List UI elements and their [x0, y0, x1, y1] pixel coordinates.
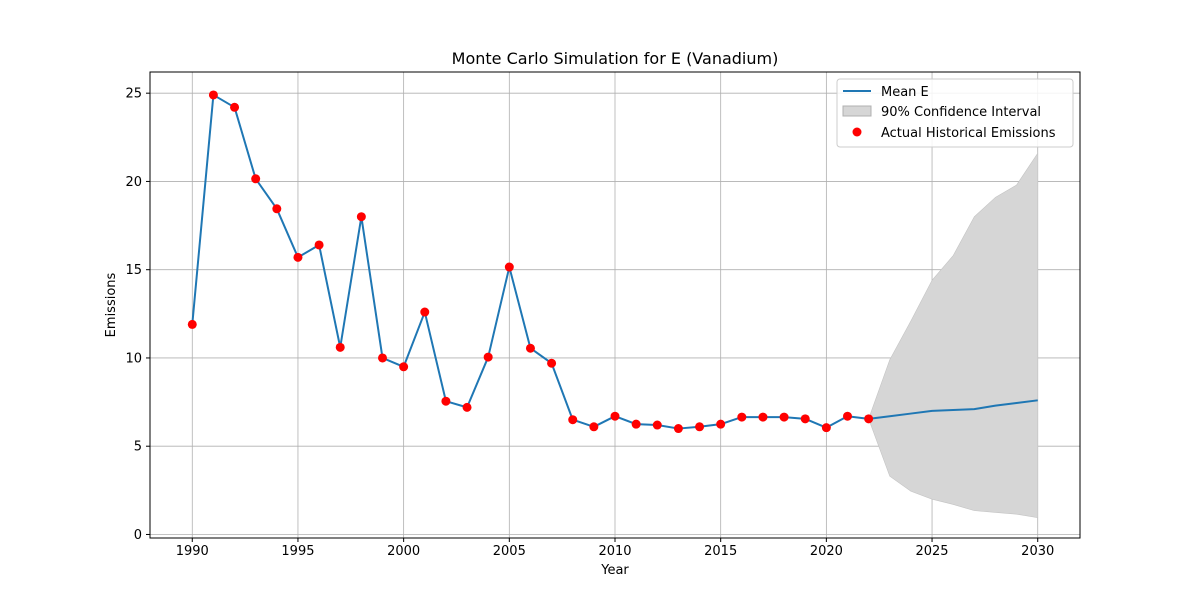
x-tick-label: 1990 [176, 544, 209, 559]
historical-point [716, 419, 726, 429]
legend-historical-swatch [852, 127, 862, 137]
historical-point [230, 102, 240, 112]
y-axis-label: Emissions [104, 272, 119, 337]
historical-point [356, 212, 366, 222]
chart-title: Monte Carlo Simulation for E (Vanadium) [452, 49, 779, 68]
confidence-band [868, 152, 1039, 519]
historical-point [652, 420, 662, 430]
historical-point [525, 343, 535, 353]
historical-point [314, 240, 324, 250]
historical-point [420, 307, 430, 317]
historical-point [631, 419, 641, 429]
grid-layer [150, 72, 1080, 538]
y-tick-label: 25 [125, 87, 142, 102]
historical-point [758, 412, 768, 422]
historical-point [800, 414, 810, 424]
historical-point [483, 352, 493, 362]
historical-point [737, 412, 747, 422]
y-tick-label: 10 [125, 351, 142, 366]
historical-point [441, 396, 451, 406]
x-tick-label: 2000 [387, 544, 420, 559]
historical-point [589, 422, 599, 432]
historical-point [695, 422, 705, 432]
axis-ticks-layer: 1990 1995 2000 2005 2010 2015 2020 2025 20300510… [125, 87, 1054, 559]
y-tick-label: 20 [125, 175, 142, 190]
legend: Mean E 90% Confidence Interval Actual Hi… [836, 78, 1074, 148]
x-tick-label: 2025 [915, 544, 948, 559]
legend-confidence-swatch [842, 105, 872, 117]
x-tick-label: 2015 [704, 544, 737, 559]
historical-point [568, 415, 578, 425]
historical-point [251, 174, 261, 184]
historical-point [843, 411, 852, 421]
historical-point [378, 353, 387, 363]
x-tick-label: 2030 [1021, 544, 1054, 559]
historical-point [504, 262, 514, 272]
historical-point [208, 90, 218, 100]
historical-point [779, 412, 789, 422]
historical-point [272, 204, 282, 214]
historical-point [399, 362, 409, 372]
x-tick-label: 2005 [493, 544, 526, 559]
confidence-band-layer [868, 152, 1039, 519]
y-tick-label: 0 [134, 528, 142, 543]
historical-point [547, 358, 557, 368]
x-tick-label: 1995 [281, 544, 314, 559]
historical-point [610, 411, 620, 421]
historical-point [462, 402, 472, 412]
x-tick-label: 2020 [810, 544, 843, 559]
historical-point [293, 252, 303, 262]
legend-label-confidence: 90% Confidence Interval [881, 105, 1041, 120]
legend-box [836, 78, 1074, 148]
historical-point [864, 414, 874, 424]
historical-points-layer [187, 90, 874, 434]
legend-label-mean: Mean E [881, 85, 929, 100]
legend-label-historical: Actual Historical Emissions [881, 126, 1056, 141]
y-tick-label: 5 [134, 440, 142, 455]
historical-point [821, 423, 831, 433]
historical-point [187, 319, 197, 329]
historical-point [673, 424, 683, 434]
x-tick-label: 2010 [598, 544, 631, 559]
y-tick-label: 15 [125, 263, 142, 278]
x-axis-label: Year [600, 563, 629, 578]
historical-point [335, 342, 345, 352]
